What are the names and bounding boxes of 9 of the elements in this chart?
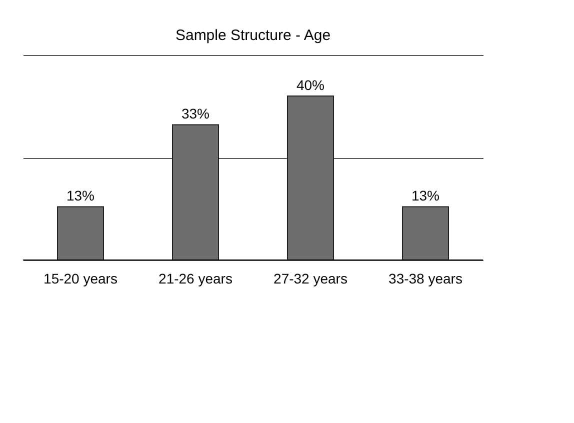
x-tick-label: 15-20 years xyxy=(44,270,118,286)
x-tick-label: 33-38 years xyxy=(388,270,462,286)
x-tick-label: 27-32 years xyxy=(274,270,348,286)
data-label: 40% xyxy=(296,77,325,93)
chart-title: Sample Structure - Age xyxy=(175,27,331,44)
data-label: 13% xyxy=(411,188,440,204)
data-label: 13% xyxy=(66,188,95,204)
data-label: 33% xyxy=(181,106,210,122)
x-tick-label: 21-26 years xyxy=(158,270,232,286)
